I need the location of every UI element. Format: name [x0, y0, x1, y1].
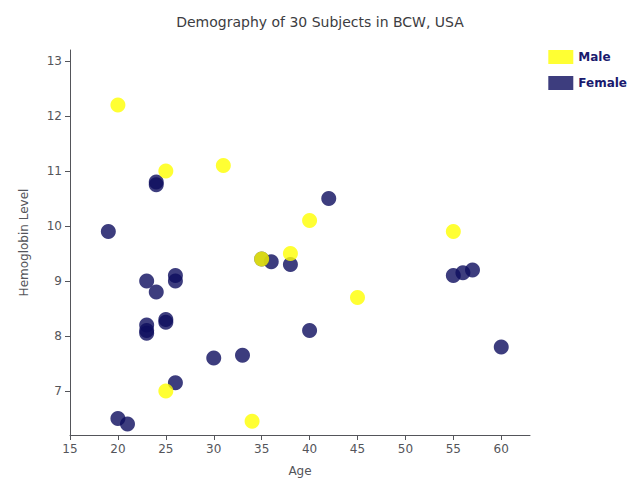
svg-text:40: 40	[302, 442, 317, 456]
svg-text:60: 60	[494, 442, 509, 456]
svg-text:50: 50	[398, 442, 413, 456]
svg-text:35: 35	[254, 442, 269, 456]
svg-text:8: 8	[54, 329, 62, 343]
svg-text:Hemoglobin Level: Hemoglobin Level	[17, 189, 31, 297]
svg-text:15: 15	[62, 442, 77, 456]
svg-text:10: 10	[47, 219, 62, 233]
svg-text:9: 9	[54, 274, 62, 288]
svg-text:25: 25	[158, 442, 173, 456]
svg-text:Female: Female	[578, 76, 627, 90]
svg-text:12: 12	[47, 109, 62, 123]
svg-text:20: 20	[110, 442, 125, 456]
svg-text:30: 30	[206, 442, 221, 456]
svg-text:11: 11	[47, 164, 62, 178]
svg-text:Age: Age	[288, 464, 311, 478]
svg-text:Male: Male	[578, 50, 610, 64]
svg-text:13: 13	[47, 54, 62, 68]
svg-text:45: 45	[350, 442, 365, 456]
svg-text:Demography of 30 Subjects in B: Demography of 30 Subjects in BCW, USA	[176, 14, 464, 30]
svg-text:55: 55	[446, 442, 461, 456]
svg-text:7: 7	[54, 384, 62, 398]
